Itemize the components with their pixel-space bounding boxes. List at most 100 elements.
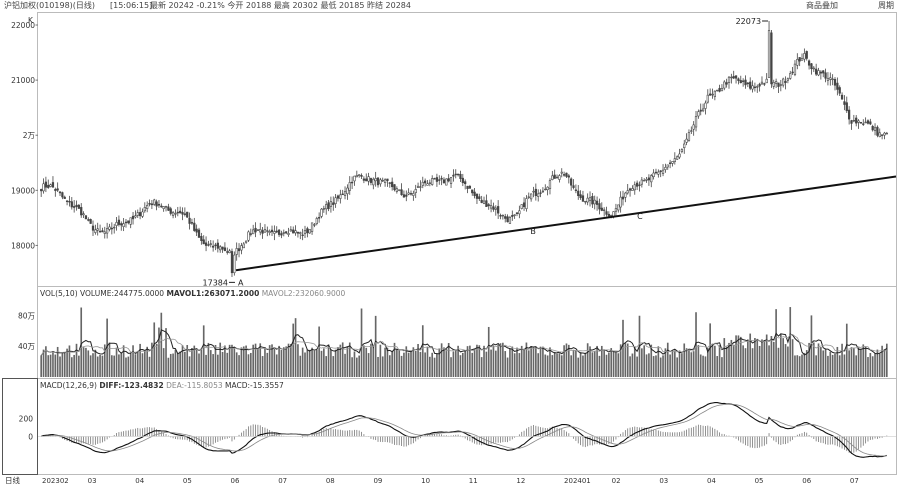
volume-bar (815, 355, 817, 377)
volume-bar (374, 315, 377, 377)
volume-bar (820, 347, 822, 377)
volume-bar (367, 353, 370, 377)
x-tick-label: 07 (850, 477, 859, 485)
x-tick-label: 05 (755, 477, 764, 485)
candle-body (657, 171, 660, 175)
period-button[interactable]: 周期 (878, 1, 894, 10)
volume-bar (421, 325, 424, 377)
volume-bar (337, 347, 339, 377)
candle-body (421, 181, 424, 186)
candle-body (343, 191, 347, 196)
candle-body (49, 184, 52, 187)
candle-body (770, 32, 773, 85)
volume-bar (47, 355, 50, 377)
candle-body (723, 81, 726, 89)
candle-body (730, 76, 733, 79)
candle-body (588, 197, 592, 201)
volume-bar (565, 343, 568, 377)
candle-body (739, 80, 742, 84)
candle-body (595, 200, 599, 205)
candle-body (452, 174, 455, 177)
candle-body (183, 213, 186, 215)
overlay-button[interactable]: 商品叠加 (806, 1, 838, 10)
candle-body (353, 175, 356, 182)
volume-tick-label: 80万 (18, 311, 36, 320)
volume-bar (195, 348, 198, 377)
volume-bars-layer (40, 307, 888, 377)
volume-bar (636, 356, 638, 377)
candle-body (268, 231, 271, 233)
volume-bar (228, 344, 231, 377)
candle-body (843, 101, 846, 105)
candle-body (732, 76, 735, 79)
candle-body (247, 231, 250, 241)
candle-body (610, 214, 613, 217)
candle-body (150, 203, 154, 206)
volume-bar (549, 347, 551, 377)
macd-legend-macd: MACD:-15.3557 (225, 381, 284, 390)
volume-bar (259, 343, 262, 377)
volume-bar (231, 344, 233, 377)
volume-bar (75, 343, 78, 377)
candle-body (303, 229, 307, 234)
candle-body (237, 248, 241, 252)
candle-body (810, 63, 813, 70)
candle-body (228, 250, 231, 254)
candle-body (179, 210, 182, 214)
candle-body (167, 206, 170, 211)
candle-body (51, 182, 55, 188)
candle-body (866, 120, 870, 124)
volume-bar (66, 348, 68, 377)
volume-bar (70, 357, 73, 377)
candle-body (393, 184, 396, 191)
candle-body (445, 178, 448, 186)
candle-body (209, 243, 212, 245)
volume-bar (103, 344, 106, 377)
candle-body (110, 227, 113, 230)
candle-body (127, 220, 130, 224)
candle-body (640, 179, 643, 185)
x-tick-label: 04 (707, 477, 716, 485)
candle-body (652, 172, 655, 178)
volume-bar (99, 354, 101, 377)
volume-bar (688, 350, 690, 377)
candle-body (181, 211, 184, 215)
candles-layer (40, 20, 888, 277)
volume-bar (754, 338, 756, 377)
candle-body (831, 78, 834, 81)
volume-bar (735, 335, 737, 377)
volume-bar (207, 342, 210, 377)
volume-bar (344, 353, 346, 377)
volume-bar (80, 307, 83, 377)
volume-bar (563, 345, 565, 377)
candle-body (840, 94, 844, 100)
volume-bar (287, 343, 290, 377)
candle-body (756, 86, 759, 88)
volume-bar (598, 355, 601, 377)
candle-body (122, 223, 125, 228)
candle-body (645, 178, 648, 181)
volume-bar (622, 319, 624, 377)
candle-body (862, 123, 865, 125)
volume-bar (605, 354, 608, 377)
candle-body (374, 178, 377, 182)
volume-bar (478, 345, 481, 377)
candle-body (855, 117, 858, 124)
volume-bar (513, 353, 516, 377)
candle-body (671, 161, 674, 164)
candle-body (409, 193, 413, 195)
volume-bar (697, 345, 700, 377)
volume-bar (78, 355, 80, 377)
candle-body (487, 204, 490, 207)
volume-bar (542, 346, 544, 377)
volume-bar (167, 357, 170, 377)
candle-body (414, 189, 417, 193)
volume-bar (794, 355, 796, 377)
candle-body (836, 82, 839, 90)
candle-body (673, 158, 676, 162)
volume-bar (306, 349, 309, 377)
candle-body (501, 214, 504, 217)
candle-body (859, 121, 863, 124)
volume-bar (325, 356, 328, 377)
candle-body (466, 185, 469, 189)
